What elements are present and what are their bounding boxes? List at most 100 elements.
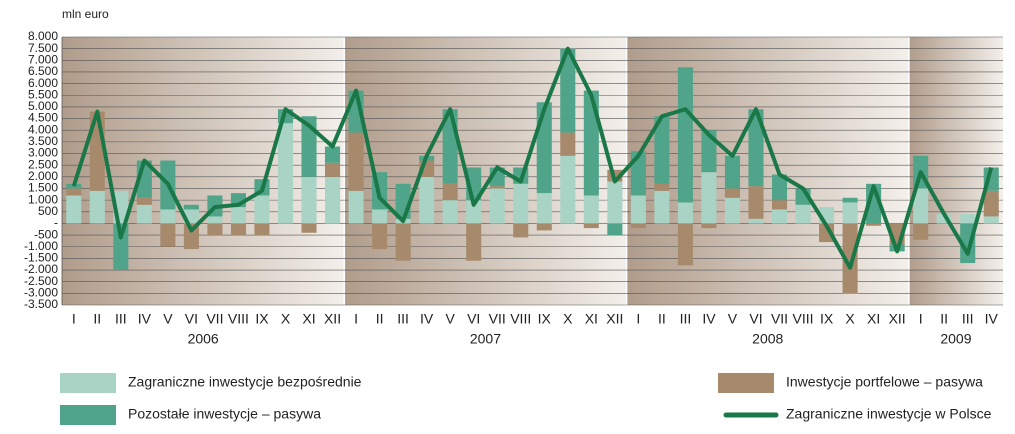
- legend-label: Zagraniczne inwestycje bezpośrednie: [128, 374, 362, 390]
- legend-label: Inwestycje portfelowe – pasywa: [786, 374, 983, 390]
- x-tick-label: IV: [420, 311, 434, 327]
- line: [71, 46, 994, 270]
- y-tick-label: -2.500: [24, 274, 58, 288]
- legend-label: Zagraniczne inwestycje w Polsce: [786, 406, 992, 422]
- x-tick-label: IV: [138, 311, 152, 327]
- bar-segment: [489, 188, 505, 224]
- bar-segment: [842, 202, 858, 224]
- bar-segment: [677, 223, 693, 266]
- x-tick-label: XII: [324, 311, 341, 327]
- bar-segment: [701, 223, 717, 229]
- y-tick-label: -1.000: [24, 239, 58, 253]
- bar-segment: [748, 186, 764, 219]
- y-tick-label: 7.000: [28, 52, 58, 66]
- bar-segment: [136, 204, 152, 224]
- bar-segment: [936, 214, 952, 224]
- x-tick-label: VI: [467, 311, 480, 327]
- bar-segment: [583, 195, 599, 224]
- bar-segment: [560, 155, 576, 224]
- bar-segment: [583, 223, 599, 229]
- bar-segment: [771, 209, 788, 224]
- bar-segment: [913, 223, 929, 240]
- x-tick-label: VIII: [793, 311, 814, 327]
- y-axis-label: mln euro: [62, 7, 109, 21]
- year-band: [626, 37, 909, 305]
- bar-segment: [536, 223, 552, 231]
- x-tick-label: I: [636, 311, 640, 327]
- bar-segment: [66, 188, 82, 196]
- bar-segment: [254, 195, 270, 224]
- y-tick-label: 4.500: [28, 111, 58, 125]
- bar-segment: [136, 197, 152, 205]
- x-tick-label: VI: [749, 311, 762, 327]
- bar-segment: [724, 188, 740, 198]
- x-tick-label: IX: [255, 311, 269, 327]
- bar-segment: [325, 162, 341, 177]
- bar-segment: [536, 193, 552, 224]
- bar-segment: [160, 209, 176, 224]
- y-tick-label: 8.000: [28, 29, 58, 43]
- year-label: 2006: [188, 331, 219, 347]
- bar-segment: [913, 188, 929, 224]
- bar-segment: [183, 223, 199, 250]
- bar-segment: [560, 132, 576, 156]
- bar-segment: [724, 155, 740, 189]
- background: [62, 36, 1003, 306]
- bar-segment: [607, 181, 623, 224]
- y-tick-label: 1.000: [28, 192, 58, 206]
- bar-segment: [630, 195, 646, 224]
- bar-segment: [348, 132, 364, 191]
- x-tick-label: VII: [206, 311, 223, 327]
- bar-segment: [983, 190, 999, 217]
- x-tick-label: II: [376, 311, 384, 327]
- y-tick-label: 6.000: [28, 76, 58, 90]
- bar-segment: [701, 172, 717, 224]
- x-tick-label: XII: [606, 311, 623, 327]
- bar-segment: [583, 90, 599, 196]
- bar-segment: [113, 223, 129, 271]
- bar-segment: [842, 197, 858, 203]
- bar-segment: [748, 109, 764, 187]
- bar-segment: [466, 223, 482, 261]
- x-tick-label: V: [728, 311, 738, 327]
- y-tick-label: 5.000: [28, 99, 58, 113]
- x-tick-label: I: [72, 311, 76, 327]
- y-tick-label: -: [54, 216, 58, 230]
- y-tick-label: -1.500: [24, 251, 58, 265]
- x-tick-label: XI: [585, 311, 598, 327]
- bar-segment: [348, 190, 364, 224]
- x-tick-label: V: [445, 311, 455, 327]
- legend-label: Pozostałe inwestycje – pasywa: [128, 406, 321, 422]
- bar-segment: [325, 176, 341, 224]
- bar-segment: [513, 223, 529, 238]
- x-tick-label: XII: [889, 311, 906, 327]
- x-tick-label: VI: [185, 311, 198, 327]
- bar-segment: [748, 218, 764, 224]
- x-tick-label: III: [680, 311, 692, 327]
- x-tick-label: XI: [302, 311, 315, 327]
- bar-segment: [325, 146, 341, 163]
- bar-segment: [536, 102, 552, 194]
- y-tick-label: 6.500: [28, 64, 58, 78]
- y-tick-label: -500: [34, 227, 58, 241]
- bar-segment: [160, 223, 176, 247]
- bar-segment: [654, 190, 670, 224]
- x-tick-label: I: [354, 311, 358, 327]
- bar-segment: [819, 223, 835, 243]
- y-tick-label: -3.500: [24, 297, 58, 311]
- x-tick-label: VII: [489, 311, 506, 327]
- y-tick-label: -3.000: [24, 286, 58, 300]
- x-tick-label: III: [397, 311, 409, 327]
- bar-segment: [442, 200, 458, 224]
- bar-segment: [230, 223, 246, 236]
- bar-segment: [677, 67, 693, 203]
- bar-segment: [677, 202, 693, 224]
- bar-segment: [771, 200, 788, 210]
- y-tick-label: 2.000: [28, 169, 58, 183]
- x-tick-label: V: [163, 311, 173, 327]
- y-tick-label: 5.500: [28, 87, 58, 101]
- x-tick-label: VIII: [510, 311, 531, 327]
- bar-segment: [654, 183, 670, 191]
- y-tick-label: 2.500: [28, 157, 58, 171]
- bar-segment: [960, 214, 976, 224]
